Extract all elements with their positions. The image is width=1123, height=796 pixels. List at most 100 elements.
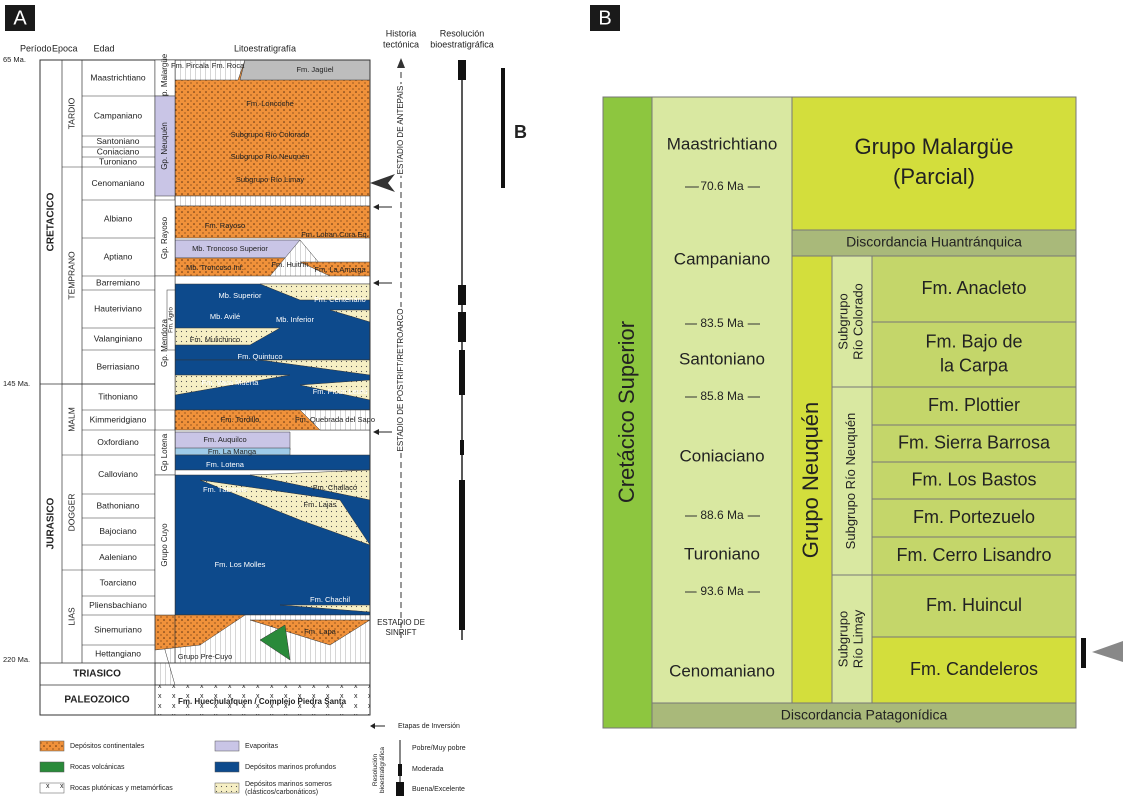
tectonic-stage: ESTADIO DE ANTEPAIS <box>396 86 405 175</box>
chevron <box>370 174 395 192</box>
text-line: Río Limay <box>851 609 866 668</box>
text-line: Fm. Cerro Lisandro <box>896 545 1051 565</box>
stage: Hauteriviano <box>94 303 142 313</box>
group: Grupo Cuyo <box>160 523 169 567</box>
formation: Fm. Quintuco <box>237 352 282 361</box>
figure: x APeríodoEpocaEdadLitoestratigrafíaHist… <box>0 0 1123 796</box>
legend-label: Moderada <box>412 766 444 773</box>
formation: Fm. Anacleto <box>921 278 1026 298</box>
legend-swatch <box>215 783 239 793</box>
formation: Fm. Cerro Lisandro <box>896 545 1051 565</box>
legend-swatch <box>215 762 239 772</box>
resolution-bar <box>458 312 466 342</box>
header: Edad <box>93 43 114 53</box>
lithology <box>175 455 370 470</box>
formation: Fm. Sierra Barrosa <box>898 432 1051 452</box>
age-label: 145 Ma. <box>3 379 30 388</box>
legend-label: Depósitos marinos profundos <box>245 764 337 771</box>
formation: Fm. Centenario <box>314 295 366 304</box>
stage: Campaniano <box>674 249 770 268</box>
stage: Aptiano <box>104 251 133 261</box>
epoch: TARDIO <box>66 97 76 129</box>
text-line: Río Colorado <box>851 283 866 360</box>
epoch: MALM <box>66 407 76 432</box>
group: Gp. Malargüe <box>160 53 169 102</box>
legend-label: Rocas plutónicas y metamórficas <box>70 785 173 792</box>
formation: Mb. Troncoso Inf. <box>186 263 244 272</box>
group: Fm. Agrio <box>169 307 175 333</box>
text-line: Fm. Plottier <box>928 395 1020 415</box>
stage: Oxfordiano <box>97 437 139 447</box>
stage: Tithoniano <box>98 391 138 401</box>
stage: Campaniano <box>94 110 142 120</box>
formation: Mb. Superior <box>219 291 262 300</box>
period: JURASICO <box>46 497 57 549</box>
resolution-bar <box>459 480 465 630</box>
formation: Mb. Inferior <box>276 315 314 324</box>
age-label: 65 Ma. <box>3 55 26 64</box>
subgroup: Subgrupo Río Neuquén <box>843 413 858 550</box>
text-line: Subgrupo <box>836 611 851 667</box>
arrow-head <box>373 204 379 210</box>
lithology <box>175 196 370 206</box>
header: Litoestratigrafía <box>234 43 296 53</box>
formation: Fm. Picún Leufú <box>313 387 368 396</box>
legend-bar <box>396 782 404 796</box>
period: TRIASICO <box>73 669 121 680</box>
formation: Fm. Los Molles <box>215 560 266 569</box>
text-line: bioestratigráfica <box>430 40 494 50</box>
panel-label: A <box>13 7 27 29</box>
legend-swatch <box>215 741 239 751</box>
legend-label: Rocas volcánicas <box>70 764 125 771</box>
text-line: Subgrupo <box>836 293 851 349</box>
formation: Grupo Pre-Cuyo <box>178 652 233 661</box>
text-line: (clásticos/carbonáticos) <box>245 789 318 796</box>
age-label: 220 Ma. <box>3 655 30 664</box>
text-line: Resolución <box>440 29 485 39</box>
arrow-head <box>373 280 379 286</box>
formation: Fm. Huincul <box>926 595 1022 615</box>
arrow-head <box>397 58 405 68</box>
stage: Bajociano <box>99 526 137 536</box>
stage: Valanginiano <box>94 333 143 343</box>
formation: Fm. Lohan Cura Eq. <box>301 230 369 239</box>
stage: Maastrichtiano <box>90 72 146 82</box>
period: PALEOZOICO <box>64 695 130 706</box>
text-line: tectónica <box>383 40 419 50</box>
epoch: LIAS <box>66 607 76 626</box>
legend-swatch <box>40 783 64 793</box>
text-line: Fm. Sierra Barrosa <box>898 432 1051 452</box>
text-line: Fm. Anacleto <box>921 278 1026 298</box>
text-line: SINRIFT <box>385 628 416 637</box>
text-line: (Parcial) <box>893 164 975 189</box>
stage: Turoniano <box>99 156 137 166</box>
resolution-bar <box>458 285 466 305</box>
legend-label: Depósitos continentales <box>70 743 145 750</box>
stage: Maastrichtiano <box>667 134 778 153</box>
panel-a: APeríodoEpocaEdadLitoestratigrafíaHistor… <box>3 5 527 796</box>
legend-swatch <box>40 741 64 751</box>
stage: Coniaciano <box>679 446 764 465</box>
period: CRETACICO <box>46 192 57 251</box>
formation: Fm. Lotena <box>206 460 245 469</box>
formation: Fm. Portezuelo <box>913 507 1035 527</box>
formation: Fm. Los Bastos <box>911 469 1036 489</box>
formation: Fm. Auquilco <box>203 435 246 444</box>
header: Período <box>20 43 52 53</box>
formation: Subgrupo Río Limay <box>236 175 305 184</box>
formation: Fm. Lapa <box>304 627 337 636</box>
age-label: 70.6 Ma <box>700 179 744 193</box>
stage: Hettangiano <box>95 648 141 658</box>
age-label: 88.6 Ma <box>700 508 744 522</box>
text-line: ESTADIO DE <box>377 618 425 627</box>
legend-label: Pobre/Muy pobre <box>412 745 466 752</box>
formation: Fm. Chachil <box>310 595 350 604</box>
text-line: Subgrupo Río Neuquén <box>843 413 858 550</box>
legend-label: Etapas de Inversión <box>398 723 460 730</box>
formation: Subgrupo Río Colorado <box>231 130 310 139</box>
marker-bar <box>1081 638 1086 668</box>
resolution-bar <box>458 60 466 80</box>
formation: Subgrupo Río Neuquén <box>231 152 310 161</box>
epoch: DOGGER <box>66 494 76 532</box>
